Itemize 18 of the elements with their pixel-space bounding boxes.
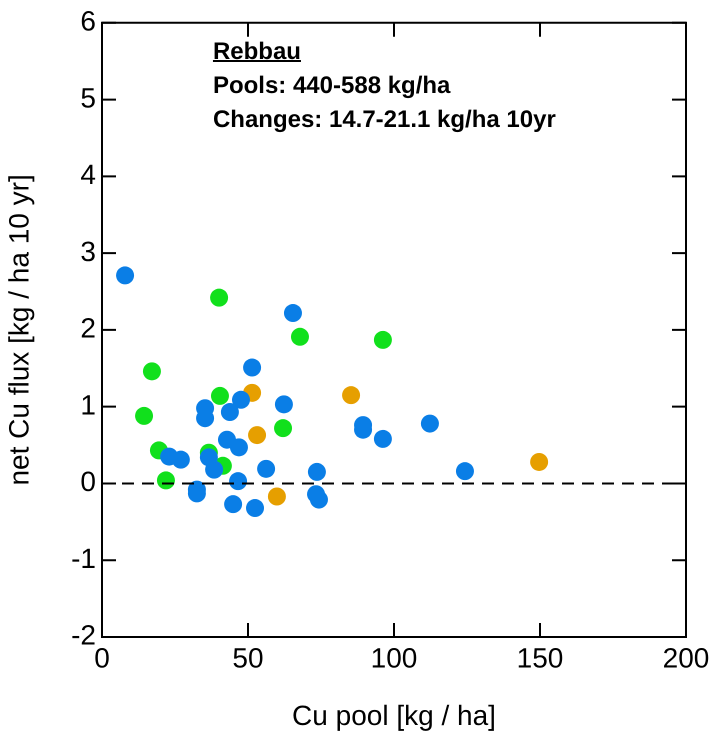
y-tick-label: 6 [80,6,96,37]
annotation: Pools: 440-588 kg/ha [212,70,452,101]
annotation: Changes: 14.7-21.1 kg/ha 10yr [212,104,556,135]
x-tick-label: 50 [232,642,264,674]
x-tick-label: 150 [516,642,564,674]
x-tick-label: 200 [662,642,710,674]
y-axis-title: net Cu flux [kg / ha 10 yr] [4,174,35,486]
y-tick-label: 0 [80,466,96,498]
y-tick-label: 2 [80,312,96,344]
y-tick-label: 5 [80,82,96,114]
y-tick-label: -2 [71,620,96,651]
x-tick-label: 100 [370,642,418,674]
y-tick-label: 3 [80,236,96,267]
annotation: Rebbau [212,36,302,67]
x-axis-title: Cu pool [kg / ha] [292,700,496,731]
y-tick-label: 4 [80,159,96,190]
y-tick-label: -1 [71,542,96,574]
y-tick-label: 1 [80,389,96,420]
